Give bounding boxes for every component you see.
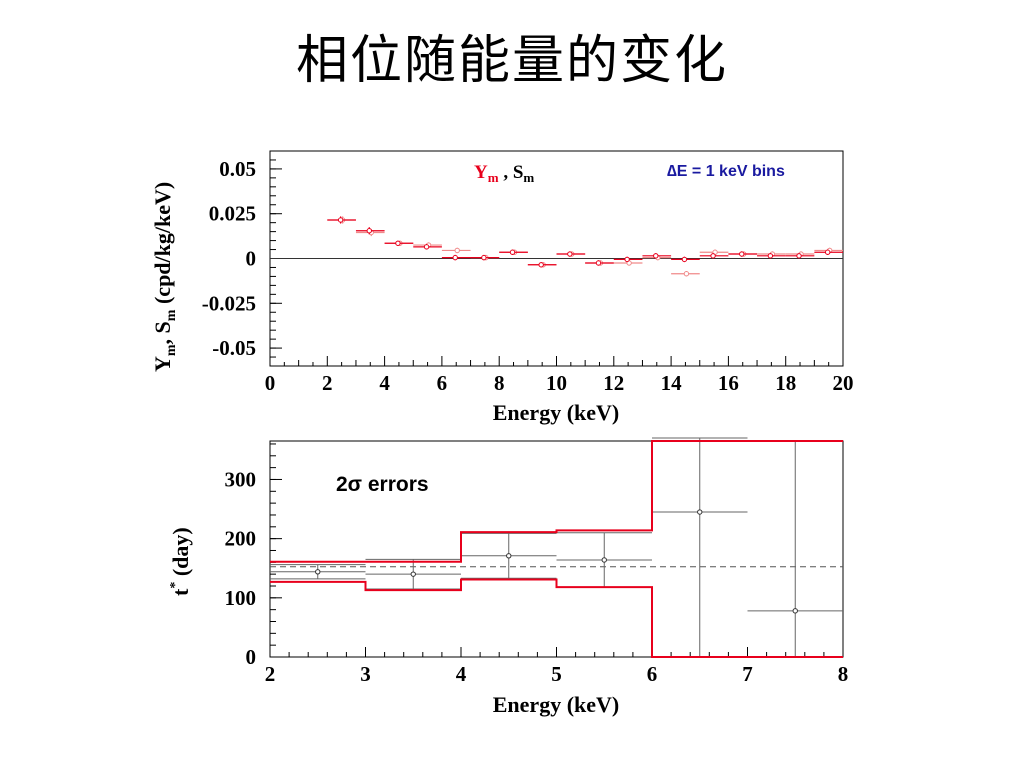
legend-sep: , (499, 162, 513, 183)
bottom-data-point (410, 571, 416, 577)
top-y-title-b: , S (150, 321, 175, 344)
top-y-title-c: (cpd/kg/keV) (150, 182, 175, 310)
top-x-tick-label: 10 (546, 371, 567, 395)
top-series-ym (327, 216, 843, 268)
top-data-point (739, 251, 745, 257)
top-data-point (481, 254, 487, 261)
top-data-point (452, 254, 458, 261)
top-y-tick-label: 0.025 (209, 202, 256, 226)
top-x-tick-label: 4 (379, 371, 390, 395)
bottom-data-point (792, 608, 798, 614)
top-x-tick-label: 20 (833, 371, 854, 395)
bottom-x-tick-label: 2 (265, 662, 276, 686)
top-data-point (624, 256, 630, 263)
slide-title: 相位随能量的变化 (295, 31, 728, 91)
bottom-axes: 2 3 4 5 6 7 8 300 200 100 0 (225, 443, 849, 686)
bottom-x-tick-label: 5 (551, 662, 562, 686)
bottom-chart: 2 3 4 5 6 7 8 300 200 100 0 2σ errors Energy (keV)… (168, 437, 849, 717)
bottom-band-upper (270, 440, 843, 563)
top-x-tick-label: 2 (322, 371, 333, 395)
top-chart: 0 2 4 6 8 10 12 14 16 18 20 0.05 0.025 0 -0.025 -0.05 Y… (150, 150, 854, 425)
bottom-y-title-rest: (day) (168, 527, 193, 581)
bottom-data-point (601, 557, 607, 563)
top-x-tick-label: 12 (603, 371, 624, 395)
legend-sm-sub: m (523, 170, 534, 185)
top-x-tick-label: 18 (775, 371, 796, 395)
bottom-x-tick-label: 6 (647, 662, 658, 686)
legend-ym-sub: m (488, 170, 499, 185)
bottom-y-title-sup: * (168, 582, 183, 589)
top-data-point (681, 256, 688, 263)
top-annotation: ∆E = 1 keV bins (667, 163, 785, 180)
top-data-point (796, 253, 802, 259)
bottom-y-tick-label: 100 (225, 586, 257, 610)
bottom-error-band (270, 440, 843, 658)
bottom-y-axis-title: t* (day) (168, 527, 193, 596)
top-series-sm (327, 216, 843, 277)
top-legend: Ym , Sm (474, 162, 534, 185)
top-data-point (366, 228, 372, 234)
top-data-point (538, 262, 544, 268)
top-x-axis-title: Energy (keV) (493, 400, 619, 425)
bottom-y-tick-label: 0 (246, 645, 257, 669)
top-y-tick-label: 0.05 (219, 157, 256, 181)
top-y-title-b-sub: m (164, 309, 179, 321)
top-data-point (767, 253, 774, 259)
top-y-title-a-sub: m (164, 344, 179, 356)
top-x-tick-label: 14 (661, 371, 683, 395)
bottom-x-axis-title: Energy (keV) (493, 692, 619, 717)
top-data-point (710, 253, 716, 259)
legend-sm-main: S (513, 162, 524, 183)
top-data-point (454, 247, 460, 254)
top-x-tick-label: 6 (437, 371, 448, 395)
top-data-point (395, 240, 401, 246)
bottom-x-tick-label: 8 (838, 662, 849, 686)
top-y-title-a: Y (150, 356, 175, 372)
top-y-axis-title: Ym, Sm (cpd/kg/keV) (150, 182, 179, 372)
bottom-x-tick-label: 4 (456, 662, 467, 686)
top-x-tick-label: 8 (494, 371, 505, 395)
bottom-data-point (315, 569, 321, 575)
top-y-tick-label: -0.05 (212, 336, 256, 360)
top-x-tick-label: 16 (718, 371, 739, 395)
bottom-x-tick-label: 7 (742, 662, 753, 686)
bottom-x-tick-label: 3 (360, 662, 371, 686)
top-x-tick-label: 0 (265, 371, 276, 395)
bottom-annotation: 2σ errors (336, 473, 429, 496)
top-data-point (337, 217, 344, 223)
bottom-y-tick-label: 300 (225, 467, 257, 491)
top-y-tick-label: 0 (246, 247, 257, 271)
top-y-tick-label: -0.025 (202, 291, 256, 315)
bottom-y-tick-label: 200 (225, 527, 257, 551)
top-data-point (567, 251, 573, 257)
top-data-point (423, 244, 430, 250)
bottom-data-point (506, 553, 512, 559)
bottom-band-lower (270, 578, 843, 658)
top-axes: 0 2 4 6 8 10 12 14 16 18 20 0.05 0.025 0 -0.025 -0.05 (202, 157, 854, 395)
top-data-point (653, 253, 659, 259)
bottom-data-point (697, 509, 703, 515)
top-data-point (683, 271, 690, 277)
bottom-y-title-main: t (168, 588, 193, 596)
legend-ym-main: Y (474, 162, 488, 183)
top-data-point (595, 260, 602, 266)
bottom-points (270, 437, 843, 658)
top-data-point (824, 249, 831, 255)
top-data-point (509, 249, 516, 255)
